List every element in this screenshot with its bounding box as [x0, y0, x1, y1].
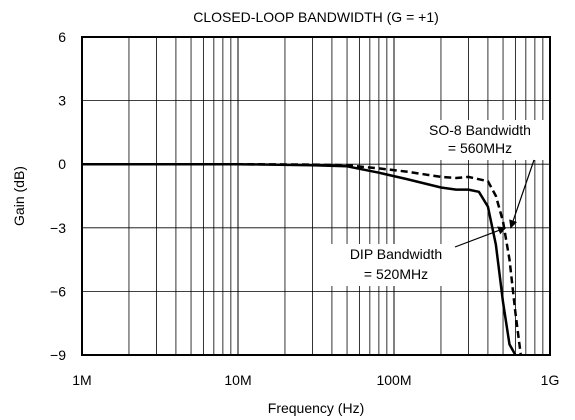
- annotation-text: = 520MHz: [364, 266, 428, 282]
- series-line-so-8: [82, 162, 523, 356]
- plot-frame: [81, 36, 551, 356]
- y-tick-label: −9: [50, 347, 66, 363]
- annotations: SO-8 Bandwidth = 560MHz DIP Bandwidth = 520…: [330, 120, 552, 286]
- y-tick-label: 3: [58, 93, 66, 109]
- series-line-dip: [82, 162, 517, 356]
- series-lines: [82, 162, 523, 356]
- annotation-text: DIP Bandwidth: [350, 246, 442, 262]
- annotation-text: SO-8 Bandwidth: [429, 122, 531, 138]
- y-tick-label: −6: [50, 283, 66, 299]
- x-tick-label: 10M: [224, 372, 251, 388]
- x-tick-label: 1M: [72, 372, 91, 388]
- chart-title: CLOSED-LOOP BANDWIDTH (G = +1): [193, 9, 439, 25]
- y-axis-label: Gain (dB): [11, 166, 27, 226]
- annotation-background: [410, 120, 552, 160]
- y-tick-label: 6: [58, 29, 66, 45]
- grid-lines: [82, 37, 550, 355]
- x-axis-label: Frequency (Hz): [268, 400, 364, 416]
- x-tick-label: 100M: [376, 372, 411, 388]
- annotation-arrow: [509, 159, 535, 229]
- x-tick-label: 1G: [541, 372, 560, 388]
- tick-labels: 1M 10M 100M 1G 6 3 0 −3 −6 −9: [50, 29, 559, 388]
- annotation-background: [330, 244, 464, 286]
- annotation-arrow: [454, 226, 507, 248]
- annotation-text: = 560MHz: [448, 140, 512, 156]
- y-tick-label: 0: [58, 156, 66, 172]
- y-tick-label: −3: [50, 220, 66, 236]
